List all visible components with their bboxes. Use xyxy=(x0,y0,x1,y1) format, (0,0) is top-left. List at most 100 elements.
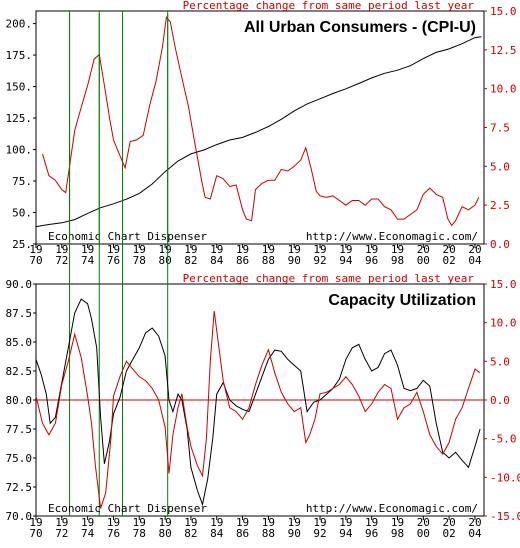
x-tick-label-bottom: 82 xyxy=(184,254,197,267)
x-tick-label-top: 19 xyxy=(288,516,301,529)
x-tick-label-top: 19 xyxy=(391,516,404,529)
x-tick-label-top: 20 xyxy=(468,516,481,529)
x-tick-label-top: 19 xyxy=(133,243,146,256)
x-tick-label-top: 19 xyxy=(158,516,171,529)
chart-subtitle: Percentage change from same period last … xyxy=(183,272,475,285)
x-tick-label-bottom: 74 xyxy=(81,254,95,267)
x-tick-label-top: 19 xyxy=(339,516,352,529)
x-tick-label-top: 19 xyxy=(158,243,171,256)
left-tick-label: 82.5 xyxy=(6,365,33,378)
x-tick-label-bottom: 00 xyxy=(417,527,430,540)
x-tick-label-bottom: 04 xyxy=(468,527,482,540)
x-tick-label-top: 19 xyxy=(81,243,94,256)
pct-change-series-line-0 xyxy=(42,16,480,227)
x-tick-label-bottom: 94 xyxy=(339,527,353,540)
x-tick-label-top: 19 xyxy=(55,516,68,529)
x-tick-label-top: 19 xyxy=(210,516,223,529)
x-tick-label-bottom: 70 xyxy=(29,527,42,540)
right-tick-label: 10.0 xyxy=(490,83,517,96)
x-tick-label-bottom: 04 xyxy=(468,254,482,267)
x-tick-label-bottom: 90 xyxy=(288,527,301,540)
right-tick-label: 15.0 xyxy=(490,5,517,18)
x-tick-label-top: 19 xyxy=(365,516,378,529)
right-tick-label: 10.0 xyxy=(490,317,517,330)
x-tick-label-bottom: 80 xyxy=(158,254,171,267)
left-tick-label: 100. xyxy=(6,144,33,157)
level-series-line-1 xyxy=(35,298,481,507)
x-tick-label-top: 19 xyxy=(236,516,249,529)
x-tick-label-bottom: 78 xyxy=(133,527,146,540)
x-tick-label-top: 19 xyxy=(339,243,352,256)
x-tick-label-bottom: 00 xyxy=(417,254,430,267)
x-tick-label-bottom: 70 xyxy=(29,254,42,267)
x-tick-label-top: 20 xyxy=(417,516,430,529)
x-tick-label-bottom: 84 xyxy=(210,254,224,267)
x-tick-label-bottom: 02 xyxy=(443,527,456,540)
chart-title: All Urban Consumers - (CPI-U) xyxy=(244,19,476,36)
x-tick-label-bottom: 72 xyxy=(55,254,68,267)
left-tick-label: 72.5 xyxy=(6,481,33,494)
right-tick-label: 12.5 xyxy=(490,44,517,57)
x-tick-label-top: 19 xyxy=(391,243,404,256)
chart-subtitle: Percentage change from same period last … xyxy=(183,0,475,12)
x-tick-label-bottom: 86 xyxy=(236,527,249,540)
right-tick-label: 7.5 xyxy=(490,122,510,135)
left-tick-label: 25. xyxy=(12,238,32,251)
right-tick-label: 2.5 xyxy=(490,199,510,212)
x-tick-label-bottom: 82 xyxy=(184,527,197,540)
x-tick-label-top: 19 xyxy=(107,243,120,256)
right-tick-label: 0.0 xyxy=(490,238,510,251)
left-tick-label: 85.0 xyxy=(6,336,33,349)
x-tick-label-top: 19 xyxy=(210,243,223,256)
left-tick-label: 90.0 xyxy=(6,278,33,291)
x-tick-label-bottom: 78 xyxy=(133,254,146,267)
left-tick-label: 75. xyxy=(12,175,32,188)
x-tick-label-bottom: 72 xyxy=(55,527,68,540)
x-tick-label-top: 20 xyxy=(417,243,430,256)
x-tick-label-bottom: 90 xyxy=(288,254,301,267)
x-tick-label-bottom: 86 xyxy=(236,254,249,267)
x-tick-label-bottom: 84 xyxy=(210,527,224,540)
x-tick-label-top: 19 xyxy=(262,516,275,529)
x-tick-label-top: 19 xyxy=(81,516,94,529)
x-tick-label-bottom: 94 xyxy=(339,254,353,267)
x-tick-label-top: 20 xyxy=(443,243,456,256)
left-tick-label: 87.5 xyxy=(6,307,33,320)
level-series-line-0 xyxy=(35,36,482,228)
left-tick-label: 200. xyxy=(6,18,33,31)
x-tick-label-bottom: 96 xyxy=(365,527,378,540)
x-tick-label-top: 19 xyxy=(313,516,326,529)
left-tick-label: 77.5 xyxy=(6,423,33,436)
x-tick-label-top: 20 xyxy=(443,516,456,529)
right-tick-label: -15.0 xyxy=(490,510,520,523)
right-tick-label: 15.0 xyxy=(490,278,517,291)
pct-change-series-line-1 xyxy=(35,311,481,509)
x-tick-label-top: 19 xyxy=(313,243,326,256)
x-tick-label-bottom: 92 xyxy=(313,527,326,540)
chart-title: Capacity Utilization xyxy=(328,292,476,309)
x-tick-label-top: 19 xyxy=(365,243,378,256)
x-tick-label-bottom: 92 xyxy=(313,254,326,267)
x-tick-label-bottom: 98 xyxy=(391,527,404,540)
left-tick-label: 150. xyxy=(6,81,33,94)
left-tick-label: 75.0 xyxy=(6,452,33,465)
x-tick-label-top: 19 xyxy=(133,516,146,529)
left-tick-label: 50. xyxy=(12,207,32,220)
left-tick-label: 80.0 xyxy=(6,394,33,407)
x-tick-label-top: 19 xyxy=(288,243,301,256)
right-tick-label: -10.0 xyxy=(490,471,520,484)
x-tick-label-bottom: 74 xyxy=(81,527,95,540)
x-tick-label-top: 19 xyxy=(262,243,275,256)
right-tick-label: -5.0 xyxy=(490,433,517,446)
x-tick-label-bottom: 88 xyxy=(262,527,275,540)
credit-label: Economic Chart Dispenser xyxy=(48,230,207,243)
x-tick-label-top: 19 xyxy=(29,516,42,529)
x-tick-label-top: 19 xyxy=(107,516,120,529)
x-tick-label-bottom: 80 xyxy=(158,527,171,540)
x-tick-label-bottom: 98 xyxy=(391,254,404,267)
x-tick-label-top: 19 xyxy=(236,243,249,256)
source-url-label: http://www.Economagic.com/ xyxy=(306,502,478,515)
left-tick-label: 175. xyxy=(6,49,33,62)
